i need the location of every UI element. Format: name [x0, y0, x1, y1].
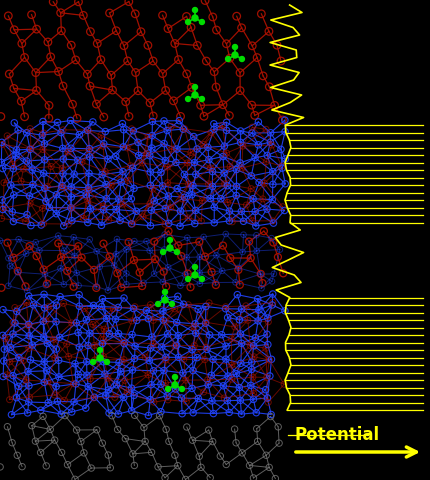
Circle shape — [200, 96, 204, 101]
Circle shape — [172, 382, 178, 388]
Circle shape — [192, 15, 198, 21]
Circle shape — [169, 301, 175, 307]
Circle shape — [175, 250, 179, 254]
Circle shape — [233, 45, 237, 49]
Circle shape — [156, 301, 160, 307]
Text: Potential: Potential — [295, 426, 380, 444]
Circle shape — [186, 20, 190, 24]
Circle shape — [193, 264, 197, 269]
Circle shape — [166, 386, 171, 392]
Circle shape — [162, 297, 168, 303]
Circle shape — [193, 84, 197, 89]
Circle shape — [91, 360, 95, 364]
Circle shape — [200, 276, 204, 281]
Circle shape — [226, 57, 230, 61]
Circle shape — [168, 238, 172, 242]
Circle shape — [186, 276, 190, 281]
Circle shape — [167, 245, 173, 251]
Circle shape — [193, 8, 197, 12]
Circle shape — [232, 52, 238, 58]
Circle shape — [104, 360, 109, 364]
Circle shape — [200, 20, 204, 24]
Circle shape — [179, 386, 184, 392]
Circle shape — [172, 374, 178, 380]
Circle shape — [186, 96, 190, 101]
Circle shape — [98, 348, 102, 352]
Circle shape — [192, 92, 198, 98]
Circle shape — [160, 250, 166, 254]
Circle shape — [163, 289, 168, 295]
Circle shape — [240, 57, 244, 61]
Circle shape — [97, 355, 103, 361]
Circle shape — [192, 272, 198, 278]
